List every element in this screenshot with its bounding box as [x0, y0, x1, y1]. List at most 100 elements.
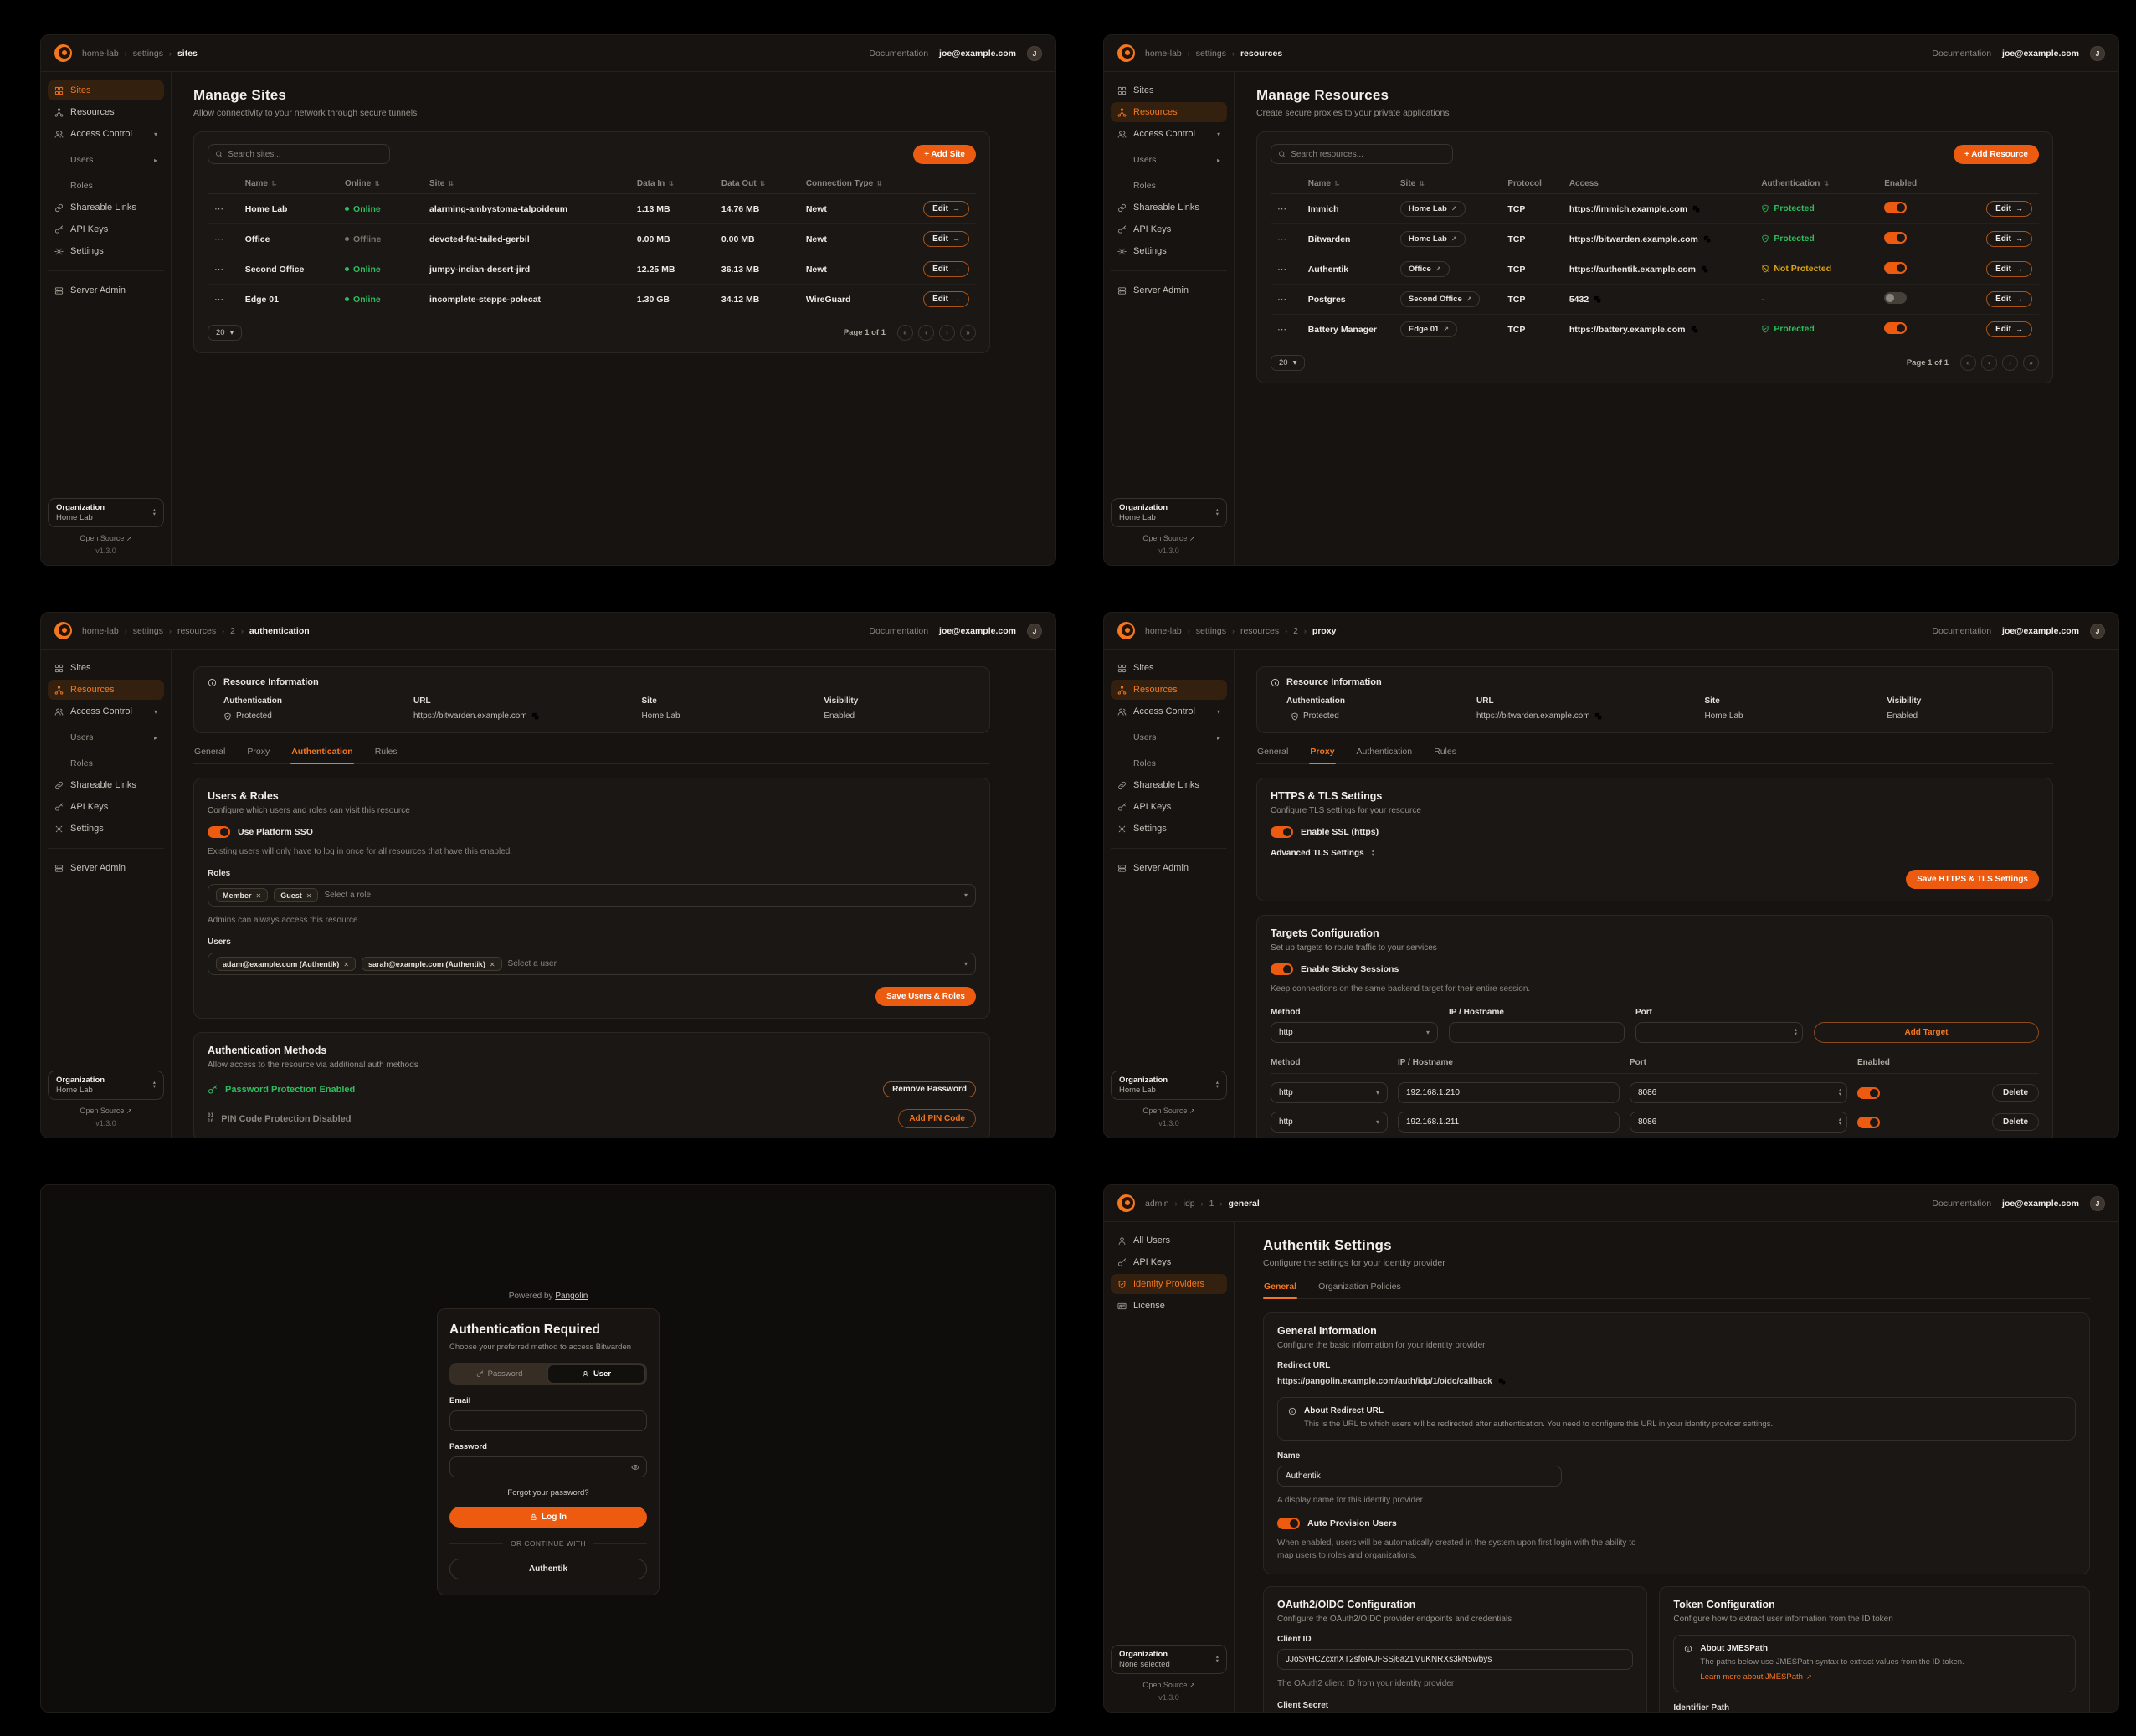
- edit-button[interactable]: Edit: [1986, 201, 2032, 217]
- copy-icon[interactable]: [1701, 265, 1709, 274]
- method-select[interactable]: http: [1271, 1082, 1388, 1103]
- organization-selector[interactable]: Organization Home Lab: [48, 498, 164, 527]
- organization-selector[interactable]: Organization Home Lab: [1111, 1071, 1227, 1100]
- remove-chip-icon[interactable]: [490, 960, 495, 968]
- sidebar-item-users[interactable]: Users: [1111, 150, 1227, 170]
- breadcrumb-item[interactable]: 2: [230, 625, 235, 636]
- column-header-authentication[interactable]: Authentication: [1754, 174, 1878, 194]
- sidebar-item-all-users[interactable]: All Users: [1111, 1230, 1227, 1251]
- sidebar-item-shareable-links[interactable]: Shareable Links: [1111, 775, 1227, 795]
- row-menu-icon[interactable]: [214, 234, 223, 244]
- edit-button[interactable]: Edit: [923, 291, 969, 307]
- site-chip[interactable]: Second Office: [1399, 291, 1481, 307]
- eye-icon[interactable]: [631, 1463, 639, 1471]
- pangolin-logo[interactable]: [54, 44, 72, 62]
- column-header-connection-type[interactable]: Connection Type: [798, 174, 915, 194]
- copy-icon[interactable]: [1594, 712, 1603, 721]
- breadcrumb-item[interactable]: settings: [132, 48, 163, 59]
- login-button[interactable]: Log In: [449, 1507, 647, 1528]
- tab-general[interactable]: General: [1263, 1281, 1298, 1299]
- column-header-name[interactable]: Name: [1301, 174, 1394, 194]
- open-source-link[interactable]: Open Source: [1142, 534, 1194, 542]
- copy-icon[interactable]: [1703, 235, 1712, 244]
- sidebar-item-resources[interactable]: Resources: [1111, 680, 1227, 700]
- breadcrumb-item[interactable]: resources: [177, 625, 217, 636]
- remove-chip-icon[interactable]: [343, 960, 349, 968]
- sidebar-item-access-control[interactable]: Access Control: [48, 701, 164, 722]
- authentik-sso-button[interactable]: Authentik: [449, 1559, 647, 1579]
- row-menu-icon[interactable]: [214, 265, 223, 275]
- column-header-online[interactable]: Online: [338, 174, 424, 194]
- next-page-button[interactable]: ›: [2002, 355, 2018, 371]
- documentation-link[interactable]: Documentation: [1932, 625, 1992, 636]
- column-header-name[interactable]: Name: [238, 174, 339, 194]
- pangolin-logo[interactable]: [1117, 44, 1135, 62]
- enabled-toggle[interactable]: [1884, 322, 1908, 334]
- tab-rules[interactable]: Rules: [374, 747, 398, 757]
- sidebar-item-settings[interactable]: Settings: [1111, 819, 1227, 839]
- sidebar-item-resources[interactable]: Resources: [1111, 102, 1227, 122]
- tab-authentication[interactable]: Authentication: [1356, 747, 1413, 757]
- last-page-button[interactable]: »: [960, 325, 976, 341]
- sidebar-item-resources[interactable]: Resources: [48, 680, 164, 700]
- copy-icon[interactable]: [1692, 205, 1701, 213]
- edit-button[interactable]: Edit: [923, 201, 969, 217]
- user-method-tab[interactable]: User: [547, 1364, 645, 1384]
- avatar[interactable]: J: [2090, 623, 2105, 639]
- organization-selector[interactable]: Organization None selected: [1111, 1645, 1227, 1674]
- sidebar-item-access-control[interactable]: Access Control: [1111, 701, 1227, 722]
- breadcrumb-item[interactable]: admin: [1145, 1198, 1169, 1209]
- prev-page-button[interactable]: ‹: [1981, 355, 1997, 371]
- sidebar-item-access-control[interactable]: Access Control: [1111, 124, 1227, 144]
- breadcrumb-item[interactable]: settings: [1195, 48, 1226, 59]
- forgot-password-link[interactable]: Forgot your password?: [507, 1488, 589, 1497]
- documentation-link[interactable]: Documentation: [869, 48, 929, 59]
- jmespath-learn-more-link[interactable]: Learn more about JMESPath: [1700, 1672, 1811, 1682]
- pangolin-logo[interactable]: [54, 622, 72, 639]
- port-input[interactable]: [1630, 1082, 1847, 1103]
- open-source-link[interactable]: Open Source: [80, 1107, 131, 1115]
- user-email[interactable]: joe@example.com: [2002, 625, 2079, 636]
- sidebar-item-api-keys[interactable]: API Keys: [1111, 797, 1227, 817]
- remove-chip-icon[interactable]: [256, 891, 262, 900]
- pangolin-link[interactable]: Pangolin: [555, 1292, 588, 1301]
- open-source-link[interactable]: Open Source: [1142, 1107, 1194, 1115]
- sidebar-item-server-admin[interactable]: Server Admin: [1111, 858, 1227, 878]
- sidebar-item-sites[interactable]: Sites: [1111, 80, 1227, 100]
- sticky-sessions-toggle[interactable]: [1271, 963, 1293, 975]
- column-header-site[interactable]: Site: [1393, 174, 1502, 194]
- enabled-toggle[interactable]: [1884, 232, 1908, 244]
- prev-page-button[interactable]: ‹: [918, 325, 934, 341]
- target-enabled-toggle[interactable]: [1857, 1116, 1880, 1128]
- tab-organization-policies[interactable]: Organization Policies: [1318, 1281, 1401, 1292]
- column-header-data-out[interactable]: Data Out: [714, 174, 799, 194]
- row-menu-icon[interactable]: [214, 295, 223, 305]
- idp-name-input[interactable]: [1277, 1465, 1562, 1487]
- save-https-tls-button[interactable]: Save HTTPS & TLS Settings: [1906, 870, 2039, 889]
- sidebar-item-roles[interactable]: Roles: [70, 758, 93, 768]
- sidebar-item-api-keys[interactable]: API Keys: [1111, 219, 1227, 239]
- sidebar-item-roles[interactable]: Roles: [70, 181, 93, 191]
- enabled-toggle[interactable]: [1884, 202, 1908, 213]
- copy-icon[interactable]: [1498, 1378, 1507, 1386]
- last-page-button[interactable]: »: [2023, 355, 2039, 371]
- edit-button[interactable]: Edit: [1986, 261, 2032, 277]
- sidebar-item-shareable-links[interactable]: Shareable Links: [48, 198, 164, 218]
- sidebar-item-shareable-links[interactable]: Shareable Links: [48, 775, 164, 795]
- breadcrumb-item[interactable]: home-lab: [1145, 48, 1182, 59]
- site-chip[interactable]: Edge 01: [1399, 321, 1458, 337]
- sidebar-item-roles[interactable]: Roles: [1133, 758, 1156, 768]
- save-users-roles-button[interactable]: Save Users & Roles: [875, 987, 976, 1006]
- email-field[interactable]: [449, 1410, 647, 1431]
- user-email[interactable]: joe@example.com: [2002, 1198, 2079, 1209]
- search-input[interactable]: [228, 149, 383, 159]
- avatar[interactable]: J: [2090, 1195, 2105, 1211]
- port-input[interactable]: [1635, 1022, 1803, 1043]
- sidebar-item-api-keys[interactable]: API Keys: [1111, 1252, 1227, 1272]
- avatar[interactable]: J: [1027, 623, 1042, 639]
- tab-authentication[interactable]: Authentication: [290, 747, 354, 764]
- tab-general[interactable]: General: [194, 747, 226, 757]
- stepper-icon[interactable]: [1795, 1029, 1797, 1035]
- port-input[interactable]: [1630, 1112, 1847, 1133]
- ip-hostname-input[interactable]: [1449, 1022, 1625, 1043]
